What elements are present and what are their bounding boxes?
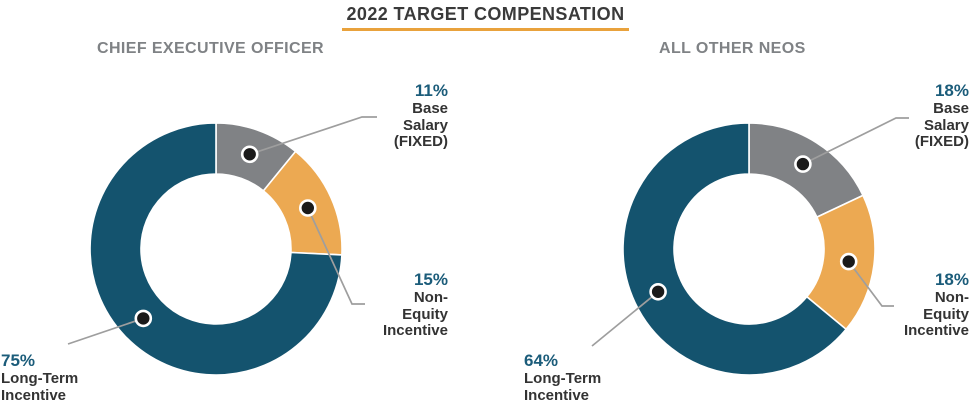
callout-marker-dot [134,309,153,328]
callout-neos-non-equity: 18% Non- Equity Incentive [904,269,969,340]
callout-leader-line [307,207,365,305]
callout-text-line: Long-Term [1,370,79,387]
callout-neos-base-salary: 18% Base Salary (FIXED) [915,80,969,151]
percent-value: 15% [413,270,448,289]
percent-value: 11% [414,81,448,100]
callout-ceo-base-salary: 11% Base Salary (FIXED) [394,80,448,151]
callout-leader-line [249,116,377,156]
callout-text-line: Base [933,100,969,117]
callout-ceo-non-equity: 15% Non- Equity Incentive [383,269,448,340]
percent-value: 75% [1,351,36,370]
percent-value: 18% [934,270,969,289]
callout-text-line: Salary [402,116,448,134]
chart-title-neos: ALL OTHER NEOS [659,40,806,57]
callout-text-line: Salary [923,116,969,134]
callout-leader-line [802,117,909,165]
callout-text-line: Long-Term [524,370,602,387]
callout-leader-line [67,317,144,345]
callout-neos-long-term: 64% Long-Term Incentive [524,350,601,404]
callout-marker-dot [794,155,812,173]
figure-header: 2022 TARGET COMPENSATION [0,4,971,31]
callout-text-line: Incentive [1,386,67,404]
percent-value: 18% [934,81,969,100]
callout-marker-dot [298,199,317,217]
callout-leader-line [848,261,894,307]
callout-ceo-long-term: 75% Long-Term Incentive [1,350,78,404]
callout-text-line: Non- [413,289,448,306]
callout-text-line: (FIXED) [914,133,969,150]
donut-segment-teal [89,122,343,376]
callout-text-line: Incentive [382,322,448,339]
donut-segment-teal [622,122,848,376]
callout-text-line: Incentive [903,322,969,339]
chart-title-ceo: CHIEF EXECUTIVE OFFICER [97,40,324,57]
callout-text-line: Equity [923,305,969,323]
figure-title: 2022 TARGET COMPENSATION [341,4,630,31]
callout-marker-dot [649,282,667,301]
callout-text-line: Base [412,100,448,117]
callout-text-line: Incentive [524,386,590,404]
callout-text-line: Non- [934,289,969,306]
callout-text-line: (FIXED) [393,133,448,150]
percent-value: 64% [524,351,559,370]
callout-text-line: Equity [402,305,448,323]
callout-leader-line [591,291,659,347]
callout-marker-dot [240,145,259,164]
callout-marker-dot [839,252,858,271]
